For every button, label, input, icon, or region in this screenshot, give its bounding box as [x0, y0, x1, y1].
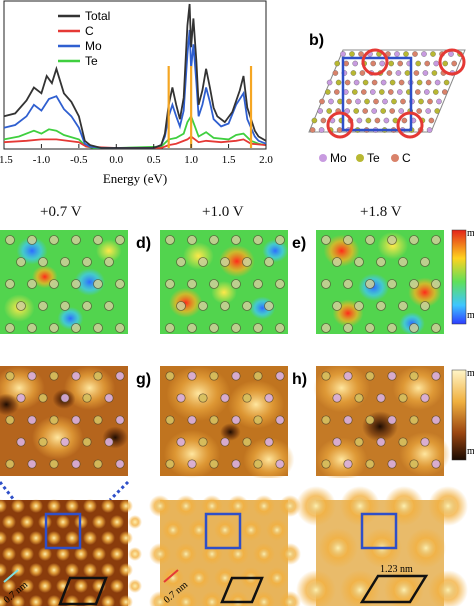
plot-frame — [3, 0, 267, 150]
colorbar-mid-max: m — [467, 368, 474, 379]
highlight-ring — [396, 111, 424, 139]
legend-te-atom: Te — [367, 151, 380, 165]
x-tick-label: 0.0 — [109, 154, 123, 166]
x-tick-label: -0.5 — [70, 154, 88, 166]
map-d — [160, 230, 289, 334]
x-tick-label: -1.0 — [33, 154, 51, 166]
colorbar-brown — [451, 369, 467, 461]
zoom-guide-line — [108, 480, 130, 502]
series-line-mo — [3, 29, 267, 149]
unit-cell-outline — [220, 576, 264, 604]
highlight-ring — [326, 111, 354, 139]
legend-total: Total — [85, 9, 110, 23]
panel-g-label: g) — [136, 371, 151, 388]
legend-c-atom: C — [402, 151, 411, 165]
legend-te: Te — [85, 54, 98, 68]
x-tick-label: 0.5 — [147, 154, 161, 166]
panel-b-label: b) — [309, 32, 324, 49]
x-axis-label: Energy (eV) — [103, 171, 167, 186]
stm-image-3: 1.23 nm — [296, 486, 468, 606]
x-tick-label: 1.0 — [184, 154, 198, 166]
unit-cell-outline — [359, 574, 429, 604]
map-c — [0, 230, 128, 334]
panel-h-label: h) — [292, 371, 307, 388]
colorbar-top-min: m — [467, 310, 474, 321]
colorbar-top-max: m — [467, 228, 474, 239]
zoom-guide-line — [0, 481, 16, 501]
stm-zoom-box — [44, 512, 82, 550]
colorbar-mid-min: m — [467, 446, 474, 457]
legend-c: C — [85, 24, 94, 38]
stm-zoom-box — [360, 512, 398, 550]
colorbar-rb — [451, 229, 467, 325]
row2-maps: d) e) m m — [0, 228, 474, 334]
map-h — [313, 366, 451, 478]
stm-zoom-box — [204, 512, 242, 550]
unit-cell-box — [341, 56, 413, 132]
x-tick-label: 1.5 — [222, 154, 236, 166]
voltage-header-2: +1.0 V — [202, 204, 244, 220]
map-f — [0, 366, 128, 476]
voltage-header-1: +0.7 V — [40, 204, 82, 220]
legend-mo: Mo — [85, 39, 102, 53]
row4-stm: 0.7 nm 0.7 nm 1.23 nm — [0, 480, 468, 606]
scale-arrow — [163, 569, 179, 583]
scale-arrow — [3, 569, 19, 583]
stm-image-1: 0.7 nm — [0, 499, 142, 606]
scale-label: 1.23 nm — [380, 564, 413, 575]
panel-d-label: d) — [136, 235, 151, 252]
series-line-total — [3, 3, 267, 149]
panel-e-label: e) — [292, 235, 306, 252]
pdos-chart: -1.5-1.0-0.50.00.51.01.52.0 Energy (eV) … — [0, 0, 273, 186]
x-tick-label: -1.5 — [0, 154, 13, 166]
series-line-c — [3, 135, 267, 149]
map-g — [160, 366, 295, 478]
stm-image-2: 0.7 nm — [149, 495, 301, 606]
row3-maps: g) h) m m — [0, 366, 474, 478]
atom-legend: Mo Te C — [319, 151, 411, 165]
highlight-ring — [438, 48, 466, 76]
panel-b-structure: b) Mo Te C — [308, 32, 466, 165]
legend-mo-atom: Mo — [330, 151, 347, 165]
unit-cell-outline — [58, 576, 108, 606]
x-tick-label: 2.0 — [259, 154, 273, 166]
voltage-header-3: +1.8 V — [360, 204, 402, 220]
series-line-te — [3, 114, 267, 149]
chart-legend: Total C Mo Te — [58, 9, 110, 68]
map-e — [316, 230, 444, 334]
highlight-ring — [361, 48, 389, 76]
